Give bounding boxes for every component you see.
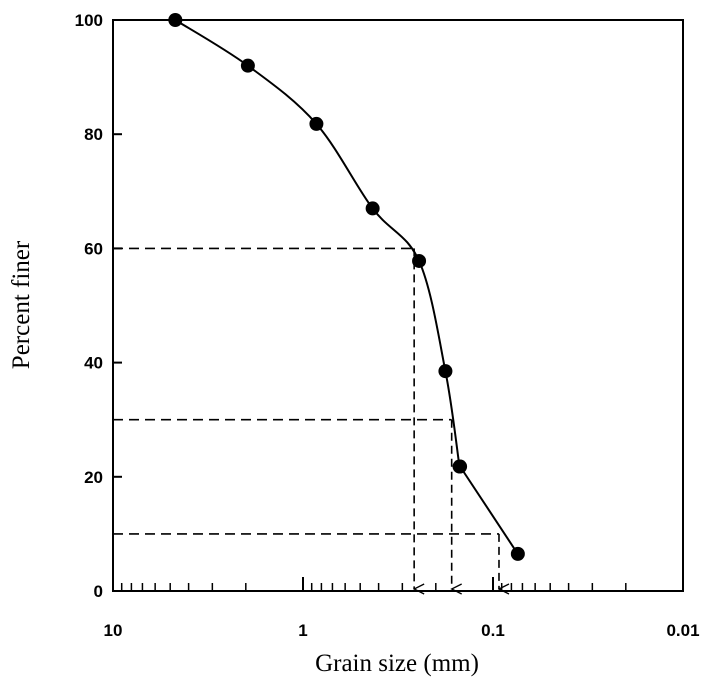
x-tick-label: 0.01 [666,621,699,640]
y-axis-title: Percent finer [8,240,35,370]
data-point [412,253,427,268]
plot-frame [112,19,684,592]
data-point [168,13,183,27]
x-axis-ticks: 10 1 0.1 0.01 [104,577,700,640]
y-axis-ticks: 0 20 40 60 80 100 [75,11,122,601]
y-tick-label: 20 [84,468,103,487]
y-tick-label: 60 [84,239,103,258]
data-point [510,546,525,561]
data-point [309,116,324,131]
x-tick-label: 10 [104,621,123,640]
data-point [365,201,380,216]
y-tick-label: 0 [94,582,103,601]
data-point [438,364,453,379]
y-tick-label: 100 [75,11,103,30]
x-tick-label: 1 [298,621,307,640]
data-points [168,13,525,561]
reference-lines [113,247,499,589]
gradation-curve [174,19,519,555]
y-tick-label: 80 [84,125,103,144]
x-tick-label: 0.1 [481,621,505,640]
data-point [453,459,468,474]
y-tick-label: 40 [84,354,103,373]
data-point [240,58,255,73]
x-axis-title: Grain size (mm) [315,650,479,677]
